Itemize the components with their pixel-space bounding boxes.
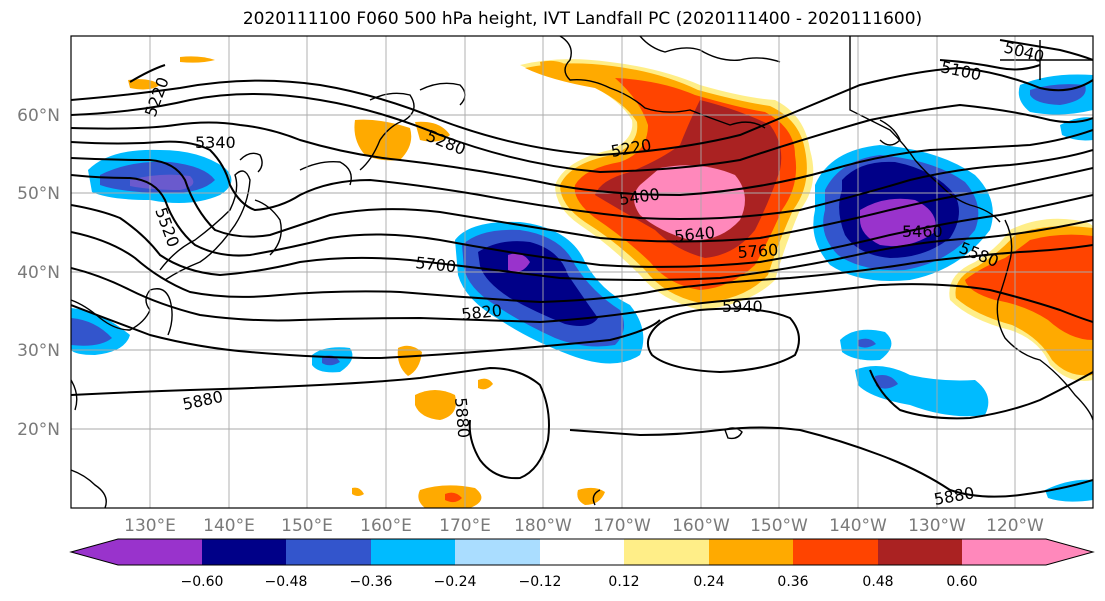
map-panel bbox=[71, 36, 1093, 508]
colorbar-tick: −0.60 bbox=[181, 574, 224, 590]
colorbar-segment bbox=[624, 539, 709, 565]
contour-label: 5640 bbox=[673, 223, 715, 246]
latitude-labels: 60°N 50°N 40°N 30°N 20°N bbox=[17, 106, 60, 440]
height-contours bbox=[71, 39, 1093, 498]
colorbar-segment bbox=[286, 539, 371, 565]
gridlines bbox=[71, 36, 1093, 508]
lon-label: 140°E bbox=[203, 516, 255, 536]
lon-label: 150°W bbox=[750, 516, 808, 536]
contour-label: 5880 bbox=[451, 397, 473, 439]
colorbar-segments bbox=[118, 539, 1046, 565]
contour-label: 5940 bbox=[722, 297, 763, 316]
colorbar-tick: 0.24 bbox=[693, 574, 724, 590]
colorbar-tick: −0.48 bbox=[265, 574, 308, 590]
lon-label: 180°W bbox=[514, 516, 572, 536]
lon-label: 160°W bbox=[672, 516, 730, 536]
colorbar-tick: −0.24 bbox=[434, 574, 477, 590]
lon-label: 170°W bbox=[593, 516, 651, 536]
lon-label: 160°E bbox=[360, 516, 412, 536]
colorbar-tick: 0.12 bbox=[608, 574, 639, 590]
colorbar-tick: 0.48 bbox=[862, 574, 893, 590]
colorbar-segment bbox=[455, 539, 540, 565]
lon-label: 170°E bbox=[439, 516, 491, 536]
colorbar-tick: 0.36 bbox=[777, 574, 808, 590]
contour-label: 5340 bbox=[195, 133, 236, 152]
lon-label: 140°W bbox=[829, 516, 887, 536]
colorbar-segment bbox=[793, 539, 878, 565]
coastlines bbox=[71, 36, 1093, 508]
lat-label: 60°N bbox=[17, 106, 60, 126]
colorbar-segment bbox=[371, 539, 455, 565]
contour-label: 5760 bbox=[737, 240, 779, 262]
contour-label: 5700 bbox=[415, 253, 457, 276]
chart-title: 2020111100 F060 500 hPa height, IVT Land… bbox=[242, 9, 923, 29]
colorbar-outline bbox=[69, 538, 1095, 566]
colorbar: −0.60 −0.48 −0.36 −0.24 −0.12 0.12 0.24 … bbox=[69, 538, 1095, 590]
lat-label: 50°N bbox=[17, 184, 60, 204]
lon-label: 150°E bbox=[281, 516, 333, 536]
colorbar-segment bbox=[962, 539, 1046, 565]
colorbar-segment bbox=[709, 539, 793, 565]
lon-label: 130°E bbox=[124, 516, 176, 536]
colorbar-tick: 0.60 bbox=[946, 574, 977, 590]
colorbar-arrow-left bbox=[71, 539, 118, 565]
lat-label: 40°N bbox=[17, 263, 60, 283]
lat-label: 30°N bbox=[17, 341, 60, 361]
contour-label: 5820 bbox=[460, 301, 502, 324]
colorbar-segment bbox=[540, 539, 624, 565]
map-frame bbox=[70, 35, 1094, 509]
contour-label: 5460 bbox=[902, 222, 943, 241]
colorbar-segment bbox=[878, 539, 962, 565]
colorbar-segment bbox=[118, 539, 202, 565]
colorbar-arrow-right bbox=[1046, 539, 1093, 565]
lon-label: 130°W bbox=[908, 516, 966, 536]
colorbar-segment bbox=[202, 539, 286, 565]
lon-label: 120°W bbox=[986, 516, 1044, 536]
lat-label: 20°N bbox=[17, 420, 60, 440]
longitude-labels: 130°E 140°E 150°E 160°E 170°E 180°W 170°… bbox=[124, 516, 1044, 536]
colorbar-ticks: −0.60 −0.48 −0.36 −0.24 −0.12 0.12 0.24 … bbox=[181, 574, 978, 590]
colorbar-tick: −0.12 bbox=[519, 574, 562, 590]
colorbar-tick: −0.36 bbox=[350, 574, 393, 590]
